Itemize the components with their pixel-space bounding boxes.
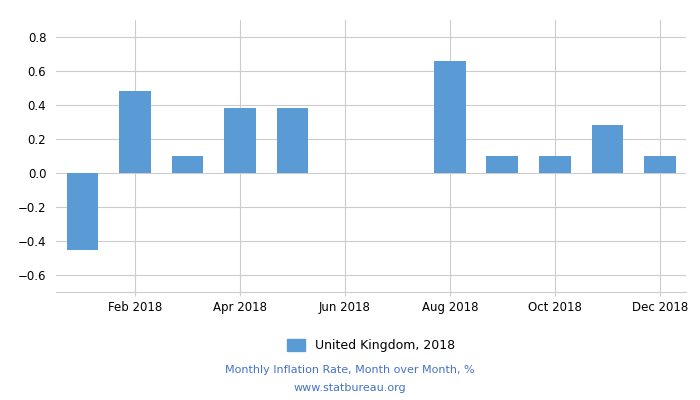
Bar <box>539 156 570 173</box>
Legend: United Kingdom, 2018: United Kingdom, 2018 <box>281 334 461 357</box>
Bar <box>434 61 466 173</box>
Bar <box>276 108 308 173</box>
Bar <box>119 91 150 173</box>
Bar <box>172 156 203 173</box>
Text: www.statbureau.org: www.statbureau.org <box>294 383 406 393</box>
Bar <box>66 173 98 250</box>
Bar <box>486 156 518 173</box>
Text: Monthly Inflation Rate, Month over Month, %: Monthly Inflation Rate, Month over Month… <box>225 365 475 375</box>
Bar <box>644 156 676 173</box>
Bar <box>592 125 623 173</box>
Bar <box>224 108 256 173</box>
